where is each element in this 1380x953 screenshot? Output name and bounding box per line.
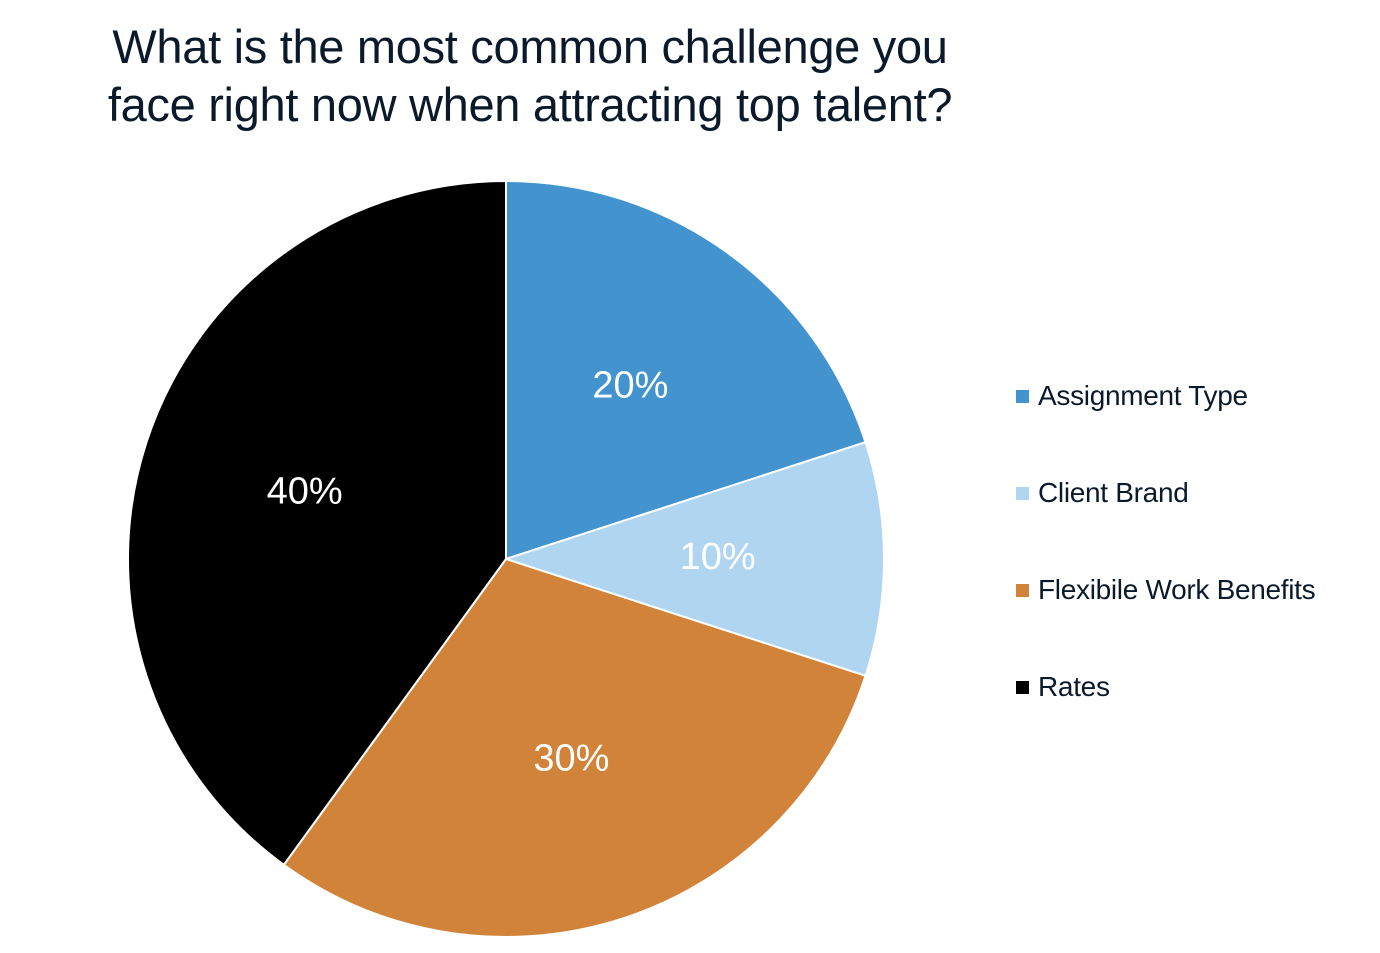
legend-swatch <box>1016 389 1029 403</box>
legend-item-flexibile-work-benefits: Flexibile Work Benefits <box>1016 566 1376 614</box>
legend-swatch <box>1016 486 1029 500</box>
legend-item-assignment-type: Assignment Type <box>1016 372 1376 420</box>
legend-label: Flexibile Work Benefits <box>1038 574 1316 605</box>
slice-label-rates: 40% <box>267 471 343 513</box>
slice-label-assignment-type: 20% <box>592 365 668 407</box>
chart-title-line-2: face right now when attracting top talen… <box>107 78 953 131</box>
legend-swatch <box>1016 680 1029 694</box>
chart-title: What is the most common challenge you fa… <box>40 18 1020 134</box>
legend-label: Rates <box>1038 671 1110 702</box>
pie-slice-client-brand <box>502 440 885 678</box>
legend-swatch <box>1016 583 1029 597</box>
legend-item-client-brand: Client Brand <box>1016 469 1376 517</box>
legend: Assignment Type Client Brand Flexibile W… <box>1016 372 1376 760</box>
legend-item-rates: Rates <box>1016 663 1376 711</box>
pie-slice-flexibile-work-benefits <box>282 557 867 938</box>
slice-label-client-brand: 10% <box>680 536 756 578</box>
legend-label: Client Brand <box>1038 477 1189 508</box>
chart-title-line-1: What is the most common challenge you <box>112 20 948 73</box>
slice-label-flexibile-work-benefits: 30% <box>533 737 609 779</box>
pie-slice-rates <box>127 179 507 867</box>
legend-label: Assignment Type <box>1038 380 1248 411</box>
pie-slice-assignment-type <box>505 179 867 561</box>
